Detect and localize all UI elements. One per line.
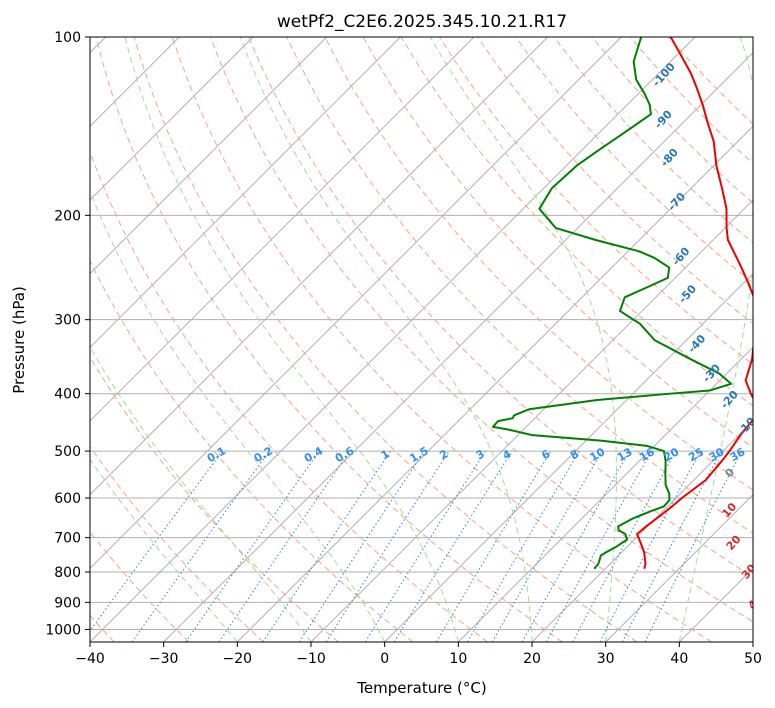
dry-adiabat-line bbox=[133, 37, 638, 642]
isotherm-line bbox=[90, 37, 548, 496]
dry-adiabat-label: 40 bbox=[746, 592, 766, 612]
x-tick-label: −30 bbox=[149, 651, 179, 667]
dry-adiabat-line bbox=[286, 37, 753, 534]
sounding-series bbox=[492, 37, 753, 570]
dry-adiabats bbox=[90, 37, 753, 642]
isotherm-line bbox=[531, 420, 753, 642]
x-tick-label: 50 bbox=[744, 651, 762, 667]
isotherm-line bbox=[605, 494, 753, 642]
moist-adiabat-line bbox=[90, 345, 312, 642]
x-tick-label: 30 bbox=[597, 651, 615, 667]
y-tick-label: 500 bbox=[54, 444, 81, 460]
y-tick-label: 100 bbox=[54, 30, 81, 46]
x-tick-label: 0 bbox=[380, 651, 389, 667]
dry-adiabat-line bbox=[515, 37, 753, 284]
plot-frame bbox=[89, 36, 754, 643]
dry-adiabat-line bbox=[171, 37, 712, 642]
moist-adiabat-line bbox=[678, 37, 753, 642]
plot-area: -100-90-80-70-60-50-40-30-20-10010203040… bbox=[90, 37, 766, 642]
mixing-ratio-line bbox=[262, 450, 392, 642]
mixing-ratio-line bbox=[521, 450, 630, 642]
moist-adiabat-line bbox=[239, 37, 533, 642]
y-axis-label: Pressure (hPa) bbox=[10, 286, 28, 394]
x-tick-label: 20 bbox=[523, 651, 541, 667]
isotherm-line bbox=[163, 52, 753, 642]
axes: −40 −30 −20 −10 0 10 20 30 40 50 100 200 300 400 500 60… bbox=[45, 30, 762, 667]
moist-adiabat-line bbox=[90, 458, 238, 642]
y-tick-label: 200 bbox=[54, 208, 81, 224]
moist-adiabat-line bbox=[90, 189, 386, 642]
moist-adiabat-line bbox=[124, 37, 459, 642]
isotherm-line bbox=[90, 37, 475, 422]
y-tick-label: 300 bbox=[54, 313, 81, 329]
y-tick-label: 400 bbox=[54, 387, 81, 403]
dry-adiabat-line bbox=[90, 445, 264, 642]
x-tick-label: 10 bbox=[449, 651, 467, 667]
isotherm-lines bbox=[90, 37, 753, 642]
mixing-ratio-line bbox=[644, 450, 743, 642]
dry-adiabat-line bbox=[248, 37, 753, 578]
dry-adiabat-line bbox=[90, 356, 339, 642]
isotherm-line bbox=[90, 37, 327, 275]
isotherm-line bbox=[90, 37, 401, 348]
pressure-grid bbox=[90, 37, 753, 630]
isotherm-line bbox=[90, 37, 254, 201]
mixing-ratio-line bbox=[90, 450, 223, 632]
x-tick-label: −20 bbox=[223, 651, 253, 667]
moist-adiabats bbox=[90, 37, 753, 642]
chart-title: wetPf2_C2E6.2025.345.10.21.R17 bbox=[277, 12, 567, 32]
temperature-profile-line bbox=[636, 37, 753, 570]
dry-adiabat-line bbox=[210, 37, 753, 623]
isotherm-line bbox=[237, 125, 753, 642]
mixing-ratio-line bbox=[298, 450, 425, 642]
mixing-ratio-line bbox=[325, 450, 450, 642]
mixing-ratio-line bbox=[131, 450, 270, 642]
dry-adiabat-line bbox=[90, 259, 414, 642]
y-tick-label: 600 bbox=[54, 491, 81, 507]
y-tick-label: 1000 bbox=[45, 622, 81, 638]
mixing-ratio-line bbox=[572, 450, 677, 642]
dry-adiabat-line bbox=[95, 37, 563, 642]
y-tick-label: 900 bbox=[54, 595, 81, 611]
mixing-ratio-line bbox=[218, 450, 351, 642]
mixing-ratio-line bbox=[393, 450, 513, 642]
x-tick-label: 40 bbox=[670, 651, 688, 667]
mixing-ratio-line bbox=[185, 450, 320, 642]
isotherm-line bbox=[90, 37, 696, 642]
mixing-ratio-lines bbox=[90, 450, 743, 642]
dewpoint-profile-line bbox=[492, 37, 733, 570]
x-tick-label: −10 bbox=[296, 651, 326, 667]
moist-adiabat-line bbox=[429, 37, 617, 642]
isotherm-line bbox=[384, 273, 753, 642]
y-tick-label: 700 bbox=[54, 531, 81, 547]
mixing-ratio-line bbox=[545, 450, 653, 642]
y-tick-label: 800 bbox=[54, 565, 81, 581]
isotherm-line bbox=[90, 37, 622, 569]
x-tick-label: −40 bbox=[75, 651, 105, 667]
dry-adiabat-line bbox=[324, 37, 753, 491]
isotherm-line bbox=[458, 346, 753, 642]
x-axis-label: Temperature (°C) bbox=[356, 679, 486, 697]
